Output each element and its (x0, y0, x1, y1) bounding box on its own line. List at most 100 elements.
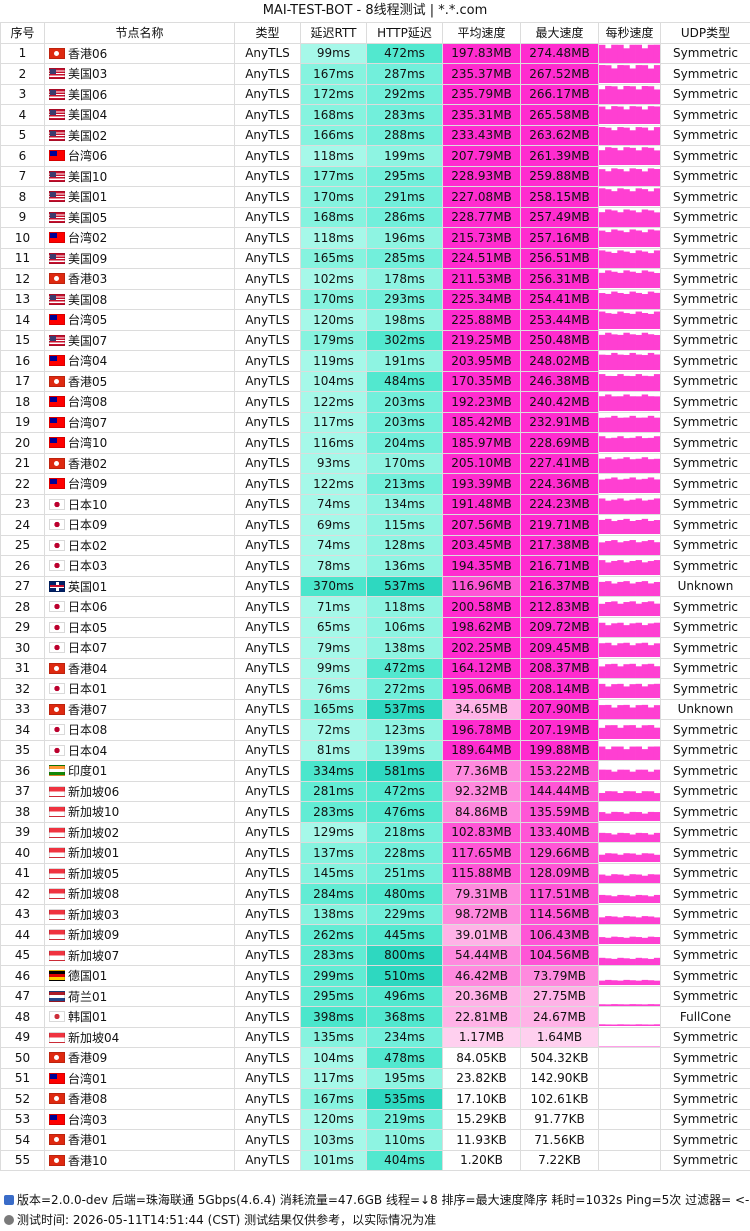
http-delay-value: 476ms (366, 801, 443, 823)
node-name-cell: 新加坡02 (44, 821, 235, 843)
speed-sample-bar (647, 499, 655, 514)
http-delay-value: 198ms (366, 309, 443, 331)
per-second-speed-chart (598, 370, 661, 392)
udp-type-value: Symmetric (660, 493, 750, 515)
udp-type-value: Symmetric (660, 534, 750, 556)
udp-type-value: Symmetric (660, 637, 750, 659)
speed-sample-bar (629, 583, 636, 596)
node-name: 新加坡04 (68, 1030, 120, 1045)
avg-speed-value: 92.32MB (442, 780, 521, 802)
flag-us-icon (49, 68, 65, 80)
row-index: 19 (0, 411, 45, 433)
speed-sample-bar (647, 561, 655, 576)
speed-sample-bar (629, 499, 636, 514)
speed-sample-bar (641, 109, 649, 125)
node-name-cell: 荷兰01 (44, 985, 235, 1007)
speed-sample-bar (635, 44, 642, 63)
node-name-cell: 香港09 (44, 1047, 235, 1069)
speed-sample-bar (611, 314, 618, 330)
speed-sample-bar (611, 583, 618, 596)
node-name: 美国08 (68, 292, 108, 307)
rtt-value: 370ms (300, 575, 367, 597)
speed-sample-bar (641, 624, 649, 637)
node-name: 香港01 (68, 1133, 108, 1148)
table-row: 27 英国01 AnyTLS 370ms 537ms 116.96MB 216.37MB Un… (0, 575, 750, 597)
node-type: AnyTLS (234, 965, 301, 987)
speed-sample-bar (653, 65, 660, 84)
speed-sample-bar (623, 479, 630, 494)
node-type: AnyTLS (234, 719, 301, 741)
table-row: 33 香港07 AnyTLS 165ms 537ms 34.65MB 207.90MB Unk… (0, 698, 750, 720)
speed-sample-bar (599, 560, 606, 576)
footer-info: 版本=2.0.0-dev 后端=珠海联通 5Gbps(4.6.4) 消耗流量=4… (0, 1190, 750, 1210)
speed-sample-bar (641, 1046, 649, 1047)
per-second-speed-chart (598, 227, 661, 249)
rtt-value: 295ms (300, 985, 367, 1007)
node-name: 香港03 (68, 272, 108, 287)
udp-type-value: Symmetric (660, 616, 750, 638)
http-delay-value: 106ms (366, 616, 443, 638)
speed-sample-bar (635, 498, 642, 514)
speed-sample-bar (641, 270, 649, 289)
avg-speed-value: 233.43MB (442, 124, 521, 146)
node-name-cell: 香港04 (44, 657, 235, 679)
avg-speed-value: 235.37MB (442, 63, 521, 85)
http-delay-value: 472ms (366, 42, 443, 64)
speed-sample-bar (599, 980, 606, 986)
per-second-speed-chart (598, 780, 661, 802)
speed-sample-bar (623, 48, 630, 63)
row-index: 25 (0, 534, 45, 556)
table-row: 13 美国08 AnyTLS 170ms 293ms 225.34MB 254.41MB Sy… (0, 288, 750, 310)
avg-speed-value: 116.96MB (442, 575, 521, 597)
speed-sample-bar (635, 373, 642, 391)
table-row: 8 美国01 AnyTLS 170ms 291ms 227.08MB 258.15MB Sym… (0, 186, 750, 208)
speed-sample-bar (623, 500, 630, 514)
speed-sample-bar (617, 604, 624, 617)
avg-speed-value: 1.17MB (442, 1026, 521, 1048)
speed-sample-bar (641, 500, 649, 514)
node-name: 新加坡10 (68, 805, 120, 820)
speed-sample-bar (647, 936, 655, 945)
speed-sample-bar (617, 980, 624, 986)
http-delay-value: 170ms (366, 452, 443, 474)
rtt-value: 172ms (300, 83, 367, 105)
speed-sample-bar (623, 1024, 630, 1027)
speed-sample-bar (635, 458, 642, 473)
speed-sample-bar (653, 188, 660, 207)
node-name-cell: 香港10 (44, 1149, 235, 1171)
speed-sample-bar (617, 44, 624, 63)
table-row: 7 美国10 AnyTLS 177ms 295ms 228.93MB 259.88MB Sym… (0, 165, 750, 187)
speed-sample-bar (605, 438, 612, 453)
node-name-cell: 日本04 (44, 739, 235, 761)
max-speed-value: 212.83MB (520, 596, 599, 618)
speed-sample-bar (629, 746, 636, 760)
speed-sample-bar (611, 771, 618, 781)
rtt-value: 167ms (300, 63, 367, 85)
info-icon (4, 1195, 14, 1205)
table-row: 31 香港04 AnyTLS 99ms 472ms 164.12MB 208.37MB Sym… (0, 657, 750, 679)
avg-speed-value: 117.65MB (442, 842, 521, 864)
per-second-speed-chart (598, 637, 661, 659)
speed-sample-bar (641, 519, 649, 535)
speed-sample-bar (653, 792, 660, 801)
speed-sample-bar (647, 477, 655, 494)
table-row: 38 新加坡10 AnyTLS 283ms 476ms 84.86MB 135.59MB Sy… (0, 801, 750, 823)
speed-sample-bar (617, 769, 624, 781)
per-second-speed-chart (598, 862, 661, 884)
speed-sample-bar (653, 622, 660, 637)
flag-us-icon (49, 129, 65, 141)
speed-sample-bar (641, 686, 649, 699)
table-row: 25 日本02 AnyTLS 74ms 128ms 203.45MB 217.38MB Sym… (0, 534, 750, 556)
speed-sample-bar (611, 873, 618, 883)
per-second-speed-chart (598, 965, 661, 987)
table-row: 41 新加坡05 AnyTLS 145ms 251ms 115.88MB 128.09MB S… (0, 862, 750, 884)
rtt-value: 118ms (300, 227, 367, 249)
speed-sample-bar (635, 560, 642, 576)
node-type: AnyTLS (234, 842, 301, 864)
speed-sample-bar (647, 539, 655, 555)
speed-sample-bar (641, 958, 649, 965)
http-delay-value: 134ms (366, 493, 443, 515)
speed-sample-bar (599, 1046, 606, 1047)
udp-type-value: Symmetric (660, 924, 750, 946)
speed-sample-bar (599, 684, 606, 699)
